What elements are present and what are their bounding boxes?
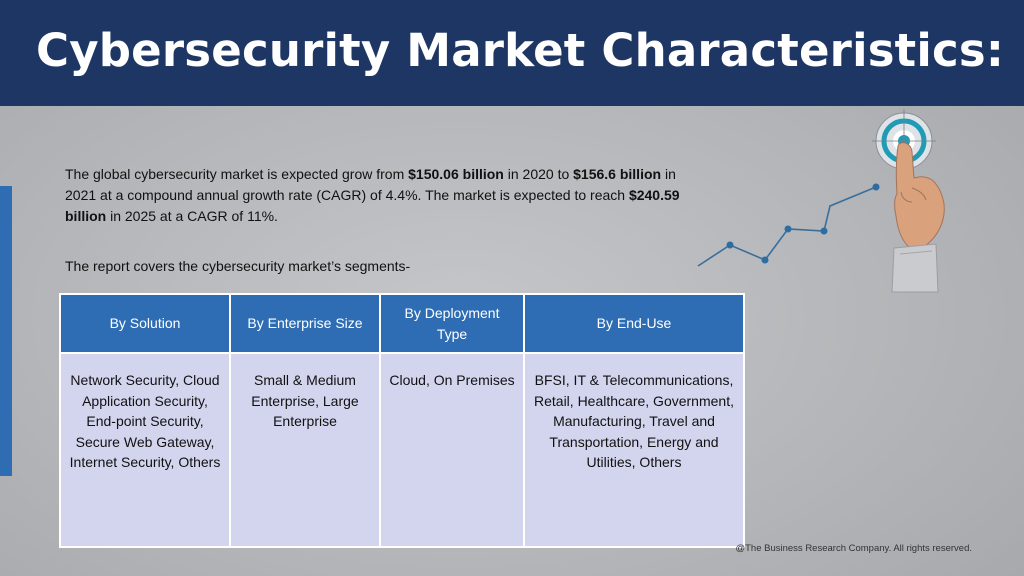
intro-text-1: The global cybersecurity market is expec… [65,166,409,182]
intro-paragraph: The global cybersecurity market is expec… [65,164,705,227]
intro-text-4: in 2025 at a CAGR of 11%. [106,208,278,224]
table-row: Network Security, Cloud Application Secu… [59,352,745,548]
header-by-deployment-type: By Deployment Type [379,293,525,354]
cell-deployment-type: Cloud, On Premises [379,352,525,548]
cell-enterprise-size: Small & Medium Enterprise, Large Enterpr… [229,352,381,548]
header-by-solution: By Solution [59,293,231,354]
intro-text-3: in 2021 at a compound annual growth rate… [65,166,676,203]
header-by-enterprise-size: By Enterprise Size [229,293,381,354]
table-header-row: By Solution By Enterprise Size By Deploy… [59,293,745,354]
segments-table: By Solution By Enterprise Size By Deploy… [59,293,745,548]
growth-target-hand-icon [697,109,945,293]
cell-end-use: BFSI, IT & Telecommunications, Retail, H… [523,352,745,548]
intro-text-2: in 2020 to [503,166,574,182]
page-title: Cybersecurity Market Characteristics: [36,24,1005,77]
value-2025: $240.59 billion [65,187,680,224]
left-accent-bar [0,186,12,476]
value-2020: $150.06 billion [408,166,504,182]
segments-note: The report covers the cybersecurity mark… [65,258,411,274]
header-by-end-use: By End-Use [523,293,745,354]
value-2021: $156.6 billion [573,166,662,182]
copyright-footer: @The Business Research Company. All righ… [735,543,972,554]
header-banner: Cybersecurity Market Characteristics: [0,0,1024,106]
cell-solution: Network Security, Cloud Application Secu… [59,352,231,548]
